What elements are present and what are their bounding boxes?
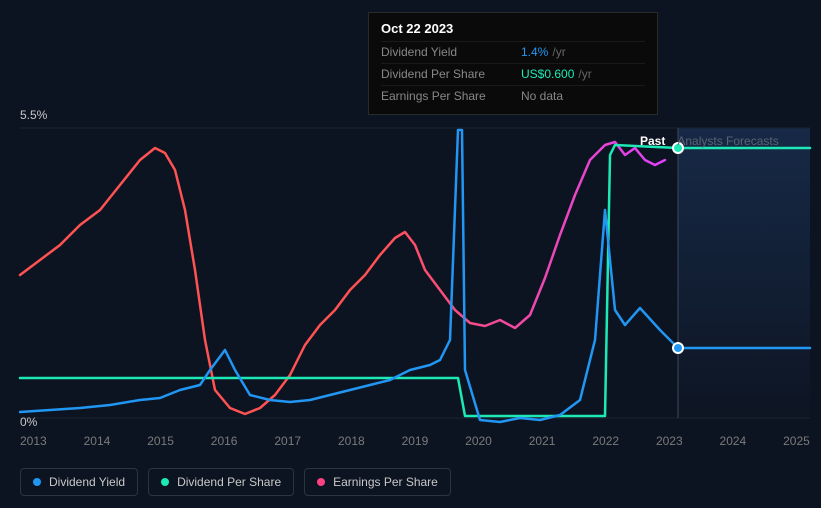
legend-item[interactable]: Dividend Yield (20, 468, 138, 496)
x-tick: 2017 (274, 434, 301, 448)
tooltip-row: Dividend Per ShareUS$0.600/yr (381, 63, 645, 85)
x-tick: 2021 (529, 434, 556, 448)
x-tick: 2013 (20, 434, 47, 448)
tooltip-row-label: Dividend Per Share (381, 66, 521, 83)
x-tick: 2023 (656, 434, 683, 448)
chart-period-labels: Past Analysts Forecasts (640, 134, 779, 148)
dividend-chart: 5.5% 0% Past Analysts Forecasts 2013 2014… (0, 0, 821, 508)
tooltip-row: Dividend Yield1.4% /yr (381, 41, 645, 63)
tooltip-row-label: Dividend Yield (381, 44, 521, 61)
x-axis: 2013 2014 2015 2016 2017 2018 2019 2020 2021 2022… (20, 434, 810, 448)
x-tick: 2015 (147, 434, 174, 448)
tooltip-row-label: Earnings Per Share (381, 88, 521, 105)
x-tick: 2019 (402, 434, 429, 448)
past-label: Past (640, 134, 665, 148)
tooltip-row-value: US$0.600 (521, 66, 574, 83)
legend-item-label: Dividend Per Share (177, 475, 281, 489)
forecasts-label: Analysts Forecasts (677, 134, 778, 148)
tooltip-row-unit: /yr (578, 66, 591, 83)
x-tick: 2016 (211, 434, 238, 448)
legend-item[interactable]: Earnings Per Share (304, 468, 451, 496)
x-tick: 2020 (465, 434, 492, 448)
x-tick: 2014 (84, 434, 111, 448)
legend-dot-icon (161, 478, 169, 486)
x-tick: 2018 (338, 434, 365, 448)
legend-dot-icon (317, 478, 325, 486)
chart-tooltip: Oct 22 2023 Dividend Yield1.4%/yrDividen… (368, 12, 658, 115)
tooltip-row-unit: /yr (552, 44, 565, 61)
tooltip-row-value: 1.4% (521, 44, 548, 61)
chart-legend: Dividend Yield Dividend Per Share Earnings… (20, 468, 451, 496)
tooltip-row: Earnings Per ShareNo data (381, 85, 645, 107)
x-tick: 2024 (720, 434, 747, 448)
x-tick: 2025 (783, 434, 810, 448)
y-axis-zero-label: 0% (20, 415, 37, 429)
tooltip-row-value: No data (521, 88, 563, 105)
legend-item-label: Dividend Yield (49, 475, 125, 489)
legend-dot-icon (33, 478, 41, 486)
legend-item[interactable]: Dividend Per Share (148, 468, 294, 496)
x-tick: 2022 (592, 434, 619, 448)
legend-item-label: Earnings Per Share (333, 475, 438, 489)
y-axis-max-label: 5.5% (20, 108, 47, 122)
tooltip-date: Oct 22 2023 (381, 21, 645, 36)
